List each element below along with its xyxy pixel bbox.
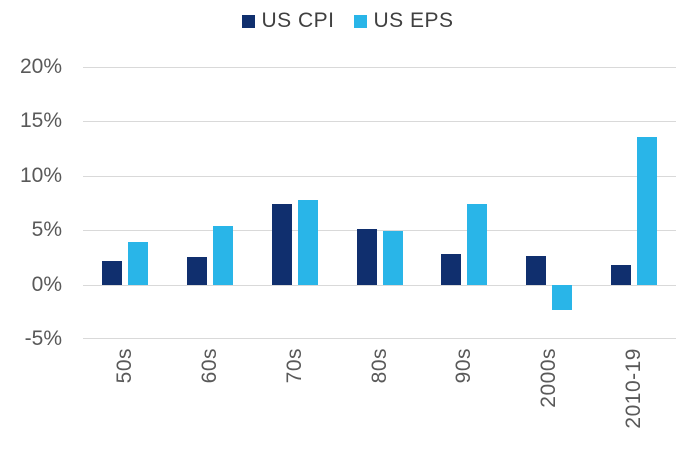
x-axis-label-90s: 90s xyxy=(452,348,475,384)
y-axis-label: 20% xyxy=(19,55,62,78)
gridline xyxy=(83,176,676,177)
x-axis-label-70s: 70s xyxy=(283,348,306,384)
legend-item-us-cpi: US CPI xyxy=(242,9,334,33)
legend-label: US CPI xyxy=(261,9,335,32)
y-axis-label: 5% xyxy=(31,218,62,242)
bar-us-cpi-60s xyxy=(187,257,207,285)
y-axis-label: 15% xyxy=(19,109,62,133)
bar-us-eps-90s xyxy=(467,204,487,285)
gridline xyxy=(83,285,676,286)
chart-legend: US CPI US EPS xyxy=(0,9,696,33)
bar-us-cpi-90s xyxy=(441,254,461,285)
bar-us-cpi-2000s xyxy=(526,256,546,285)
legend-label: US EPS xyxy=(373,9,454,32)
bar-us-eps-80s xyxy=(383,231,403,285)
bar-us-cpi-50s xyxy=(102,260,122,285)
plot-area xyxy=(83,67,676,339)
gridline xyxy=(83,338,676,339)
x-axis-label-50s: 50s xyxy=(113,348,136,384)
gridline xyxy=(83,67,676,68)
bar-us-eps-2000s xyxy=(552,284,572,310)
legend-swatch-us-eps xyxy=(354,14,368,28)
bar-us-eps-50s xyxy=(128,242,148,285)
x-axis-label-80s: 80s xyxy=(368,348,391,384)
x-axis-label-60s: 60s xyxy=(198,348,221,384)
y-axis-label: 0% xyxy=(31,272,62,296)
bar-us-eps-60s xyxy=(213,225,233,285)
legend-swatch-us-cpi xyxy=(242,14,256,28)
x-axis-label-2010-19: 2010-19 xyxy=(622,348,645,429)
y-axis-label: 10% xyxy=(19,163,62,187)
gridline xyxy=(83,121,676,122)
bar-us-cpi-2010-19 xyxy=(611,265,631,285)
bar-us-eps-2010-19 xyxy=(637,136,657,285)
bar-us-eps-70s xyxy=(298,199,318,285)
gridline xyxy=(83,230,676,231)
bar-us-cpi-70s xyxy=(272,204,292,285)
bar-us-cpi-80s xyxy=(357,229,377,285)
x-axis-label-2000s: 2000s xyxy=(537,348,560,408)
y-axis-label: -5% xyxy=(24,327,62,350)
legend-item-us-eps: US EPS xyxy=(354,9,453,33)
